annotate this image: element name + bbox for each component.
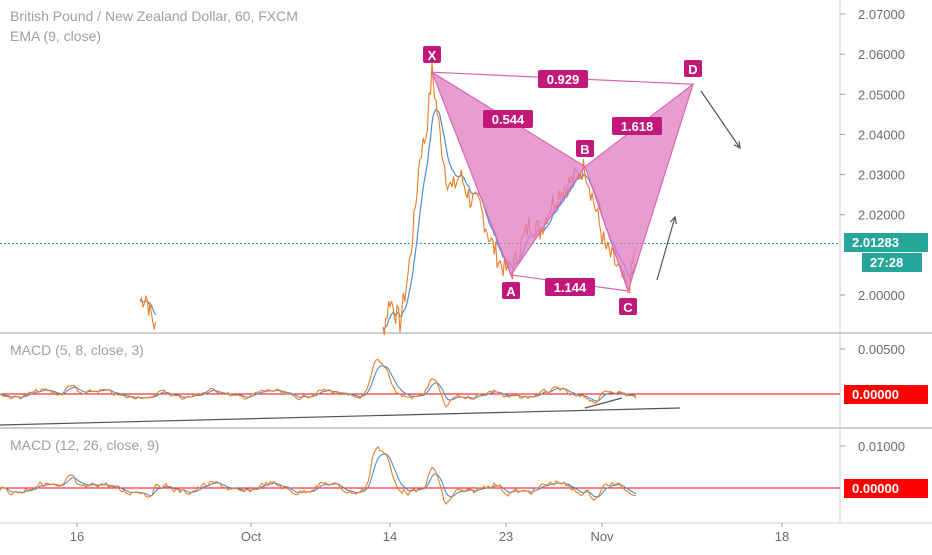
ratio-label: 0.544 xyxy=(492,112,525,127)
macd-trendline xyxy=(0,407,681,426)
ratio-badge xyxy=(483,110,533,128)
y-tick-label: 0.00500 xyxy=(858,342,905,357)
ratio-badge xyxy=(612,117,662,135)
pattern-point-badge xyxy=(576,140,594,157)
x-tick-label: Oct xyxy=(241,529,262,544)
pattern-point-badge xyxy=(619,298,637,315)
y-tick-label: 2.03000 xyxy=(858,168,905,183)
x-tick-label: Nov xyxy=(590,529,614,544)
macd-slow-macd-line xyxy=(0,445,637,505)
pattern-point-d: D xyxy=(688,62,697,77)
last-price-tag: 2.01283 xyxy=(844,233,928,252)
pattern-point-a: A xyxy=(506,284,516,299)
ratio-label: 0.929 xyxy=(547,72,580,87)
x-tick-label: 14 xyxy=(383,529,397,544)
macd-slow-zero-tag: 0.00000 xyxy=(844,479,928,498)
y-tick-label: 0.01000 xyxy=(858,439,905,454)
ratio-badge xyxy=(545,278,595,296)
macd-short-trendline xyxy=(584,397,623,409)
pattern-point-badge xyxy=(423,46,441,63)
ratio-label: 1.144 xyxy=(554,280,587,295)
pattern-triangle-bcd xyxy=(584,82,695,293)
ratio-label: 1.618 xyxy=(621,119,654,134)
macd-fast-title: MACD (5, 8, close, 3) xyxy=(10,342,144,358)
main-pane-title: British Pound / New Zealand Dollar, 60, … xyxy=(10,8,298,24)
x-tick-label: 18 xyxy=(775,529,789,544)
y-tick-label: 2.02000 xyxy=(858,208,905,223)
x-tick-label: 16 xyxy=(70,529,84,544)
down-projection-arrow-head xyxy=(733,140,741,150)
pattern-point-c: C xyxy=(623,300,633,315)
macd-fast-macd-line xyxy=(0,358,637,408)
y-tick-label: 2.04000 xyxy=(858,127,905,142)
up-projection-arrow xyxy=(656,216,676,281)
pattern-point-x: X xyxy=(428,48,437,63)
pattern-point-badge xyxy=(684,60,702,77)
x-tick-label: 23 xyxy=(499,529,513,544)
macd-fast-signal-line xyxy=(0,365,637,402)
up-projection-arrow-head xyxy=(669,215,677,224)
macd-slow-signal-line xyxy=(0,453,637,498)
down-projection-arrow xyxy=(700,90,741,149)
ema-indicator-label: EMA (9, close) xyxy=(10,28,102,44)
pattern-point-b: B xyxy=(580,142,589,157)
macd-slow-title: MACD (12, 26, close, 9) xyxy=(10,437,160,453)
macd-fast-zero-tag: 0.00000 xyxy=(844,385,928,404)
y-tick-label: 2.05000 xyxy=(858,87,905,102)
pattern-point-badge xyxy=(502,282,520,299)
bar-countdown: 27:28 xyxy=(862,253,922,272)
y-tick-label: 2.06000 xyxy=(858,47,905,62)
y-tick-label: 2.07000 xyxy=(858,7,905,22)
ratio-badge xyxy=(538,70,588,88)
y-tick-label: 2.00000 xyxy=(858,288,905,303)
